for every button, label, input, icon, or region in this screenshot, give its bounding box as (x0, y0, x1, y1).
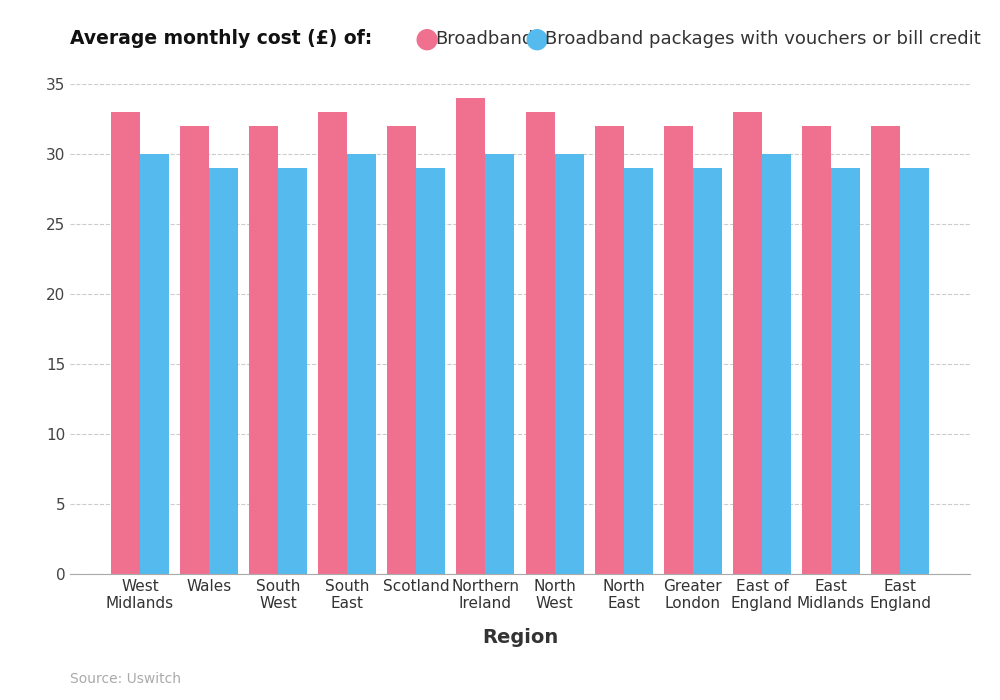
Bar (485, 154, 514, 574)
Text: Broadband: Broadband (435, 29, 533, 48)
Bar (831, 168, 860, 574)
Bar (180, 126, 209, 574)
Bar (318, 112, 347, 574)
Bar (871, 126, 900, 574)
Text: Broadband packages with vouchers or bill credit: Broadband packages with vouchers or bill… (545, 29, 981, 48)
Bar (595, 126, 624, 574)
Bar (900, 168, 929, 574)
Text: Source: Uswitch: Source: Uswitch (70, 672, 181, 686)
Bar (387, 126, 416, 574)
Text: Average monthly cost (£) of:: Average monthly cost (£) of: (70, 29, 372, 48)
Bar (526, 112, 555, 574)
Bar (664, 126, 693, 574)
Bar (555, 154, 584, 574)
Bar (209, 168, 238, 574)
Bar (111, 112, 140, 574)
Bar (347, 154, 376, 574)
Bar (249, 126, 278, 574)
Bar (416, 168, 445, 574)
Bar (733, 112, 762, 574)
Bar (624, 168, 653, 574)
Bar (278, 168, 307, 574)
Bar (456, 98, 485, 574)
Bar (140, 154, 169, 574)
Bar (762, 154, 791, 574)
X-axis label: Region: Region (482, 628, 558, 647)
Text: ●: ● (525, 25, 549, 52)
Bar (802, 126, 831, 574)
Text: ●: ● (415, 25, 439, 52)
Bar (693, 168, 722, 574)
